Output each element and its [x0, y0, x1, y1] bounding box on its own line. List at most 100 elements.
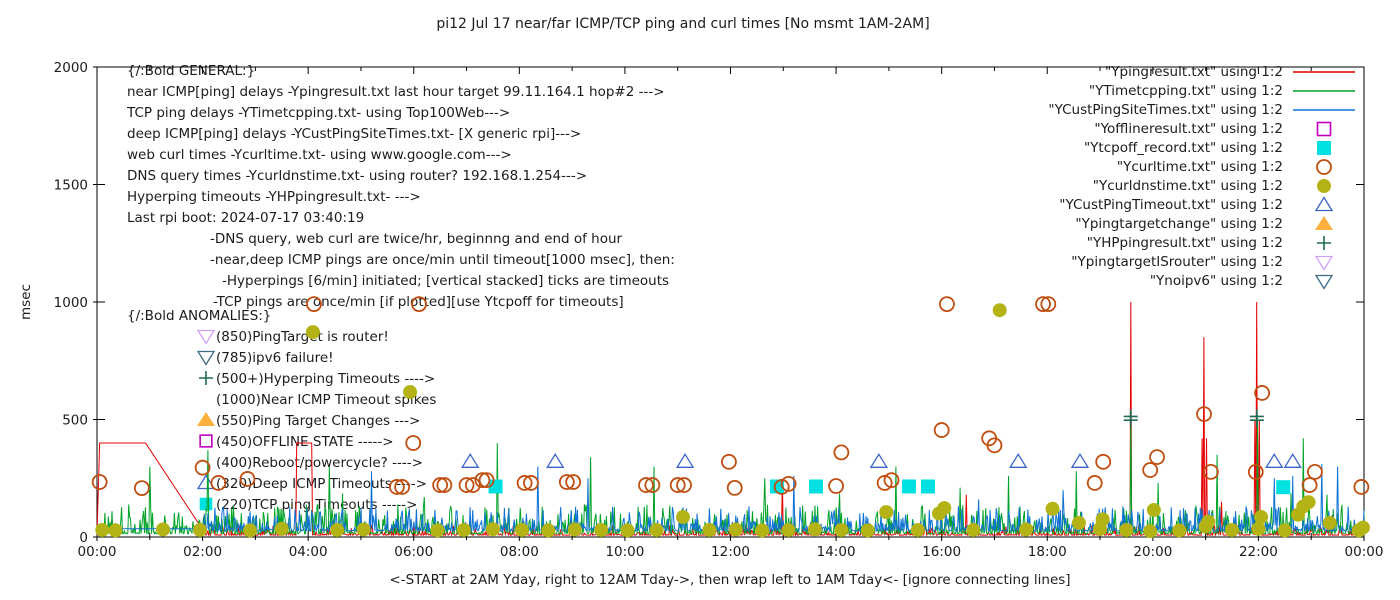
curl-point-icon [773, 479, 790, 495]
curl-point-icon [474, 472, 491, 489]
y-tick-label: 2000 [54, 60, 88, 76]
curl-point-icon [883, 472, 900, 489]
x-tick-label: 08:00 [500, 544, 539, 560]
x-tick-label: 12:00 [711, 544, 750, 560]
legend-label: "Ycurltime.txt" using 1:2 [1117, 159, 1283, 175]
anomaly-line: (400)Reboot/powercycle? ----> [216, 455, 423, 471]
legend-label: "Ytcpoff_record.txt" using 1:2 [1084, 140, 1283, 156]
dns-point-icon [1317, 179, 1331, 193]
curl-point-icon [1353, 479, 1370, 495]
curl-point-icon [478, 472, 495, 489]
dns-point-icon [910, 522, 925, 537]
dns-point-icon [807, 522, 822, 537]
anomalies-header: {/:Bold ANOMALIES:} [127, 308, 271, 324]
curl-point-icon [1040, 296, 1057, 313]
dns-point-icon [702, 522, 717, 537]
series-ycurldnstimetxt [95, 303, 1370, 539]
legend-label: "Ynoipv6" using 1:2 [1150, 273, 1283, 289]
curl-point-icon [394, 479, 411, 495]
triangle-up-icon [461, 453, 480, 468]
curl-point-icon [464, 477, 481, 493]
y-tick-label: 500 [62, 413, 88, 429]
dns-point-icon [1225, 522, 1240, 537]
curl-point-icon [933, 422, 950, 438]
x-tick-label: 00:00 [1345, 544, 1384, 560]
curl-point-icon [1035, 296, 1051, 313]
dns-point-icon [834, 522, 849, 537]
curl-point-icon [239, 471, 256, 487]
x-axis-label: <-START at 2AM Yday, right to 12AM Tday-… [389, 572, 1070, 588]
legend-label: "Ypingresult.txt" using 1:2 [1105, 64, 1283, 80]
dns-point-icon [781, 522, 796, 537]
curl-point-icon [194, 459, 211, 476]
triangle-up-icon [675, 453, 695, 468]
curl-point-icon [638, 477, 654, 493]
offline-point-icon [1316, 121, 1332, 137]
curl-point-icon [828, 478, 844, 494]
dns-point-icon [274, 521, 289, 536]
legend-label: "Ycurldnstime.txt" using 1:2 [1093, 178, 1283, 194]
dns-point-icon [1071, 515, 1086, 530]
dns-point-icon [1019, 522, 1034, 537]
tcpoff-point-icon [199, 497, 213, 511]
triangle-up-icon [1009, 453, 1028, 468]
dns-point-icon [1045, 501, 1060, 516]
offline-point-icon [199, 434, 213, 448]
triangle-up-icon [1283, 453, 1302, 468]
curl-point-icon [986, 437, 1003, 454]
dns-point-icon [1119, 522, 1134, 537]
legend: "Ypingresult.txt" using 1:2 "YTimetcpping… [1048, 64, 1355, 290]
anomaly-line: (220)TCP ping Timeouts -----> [216, 497, 418, 513]
dns-point-icon [403, 385, 418, 400]
tcpoff-point-icon [809, 479, 824, 494]
anomaly-line: (320)Deep ICMP Timeouts ----> [216, 476, 427, 492]
y-tick-label: 1000 [54, 295, 88, 311]
dns-point-icon [860, 523, 875, 538]
annotations: {/:Bold GENERAL:} near ICMP[ping] delays … [126, 63, 675, 513]
dns-point-icon [1143, 524, 1158, 539]
general-line: -near,deep ICMP pings are once/min until… [210, 252, 675, 268]
plus-icon [199, 371, 213, 385]
y-tick-label: 1500 [54, 178, 88, 194]
dns-point-icon [1172, 523, 1187, 538]
tcpoff-point-icon [1276, 480, 1291, 495]
curl-point-icon [721, 453, 737, 470]
curl-point-icon [516, 475, 533, 491]
triangle-up-icon [196, 474, 216, 490]
triangle-down-icon [196, 350, 216, 366]
triangle-down-icon [1314, 274, 1334, 290]
x-tick-label: 20:00 [1133, 544, 1172, 560]
triangle-down-icon [196, 329, 216, 345]
curl-point-icon [306, 296, 322, 313]
legend-label: "Yofflineresult.txt" using 1:2 [1094, 121, 1283, 137]
triangle-up-icon [546, 453, 565, 468]
general-line: Hyperping timeouts -YHPpingresult.txt- -… [127, 189, 421, 205]
dns-point-icon [1146, 502, 1161, 517]
curl-point-icon [833, 444, 850, 461]
dns-point-icon [1251, 521, 1266, 536]
dns-point-icon [1301, 495, 1316, 510]
general-header: {/:Bold GENERAL:} [127, 63, 255, 79]
curl-point-icon [1095, 453, 1112, 470]
dns-point-icon [514, 522, 529, 537]
curl-point-icon [644, 477, 661, 493]
triangle-down-icon [1314, 255, 1334, 271]
anomaly-line: (785)ipv6 failure! [216, 350, 334, 366]
dns-point-icon [192, 522, 207, 537]
plus-icon [1123, 409, 1138, 424]
curl-point-icon [458, 477, 475, 493]
curl-point-icon [1301, 477, 1318, 493]
tcpoff-point-icon [901, 479, 916, 494]
series-yhppingresulttxt [1123, 409, 1264, 428]
dns-point-icon [155, 522, 170, 537]
curl-point-icon [210, 475, 227, 491]
curl-point-icon [676, 477, 692, 493]
curl-point-icon [411, 296, 427, 313]
legend-label: "YHPpingresult.txt" using 1:2 [1087, 235, 1283, 251]
curl-point-icon [726, 479, 743, 496]
dns-point-icon [992, 303, 1007, 318]
anomaly-line: (1000)Near ICMP Timeout spikes [216, 392, 436, 408]
legend-label: "Ypingtargetchange" using 1:2 [1075, 216, 1283, 232]
